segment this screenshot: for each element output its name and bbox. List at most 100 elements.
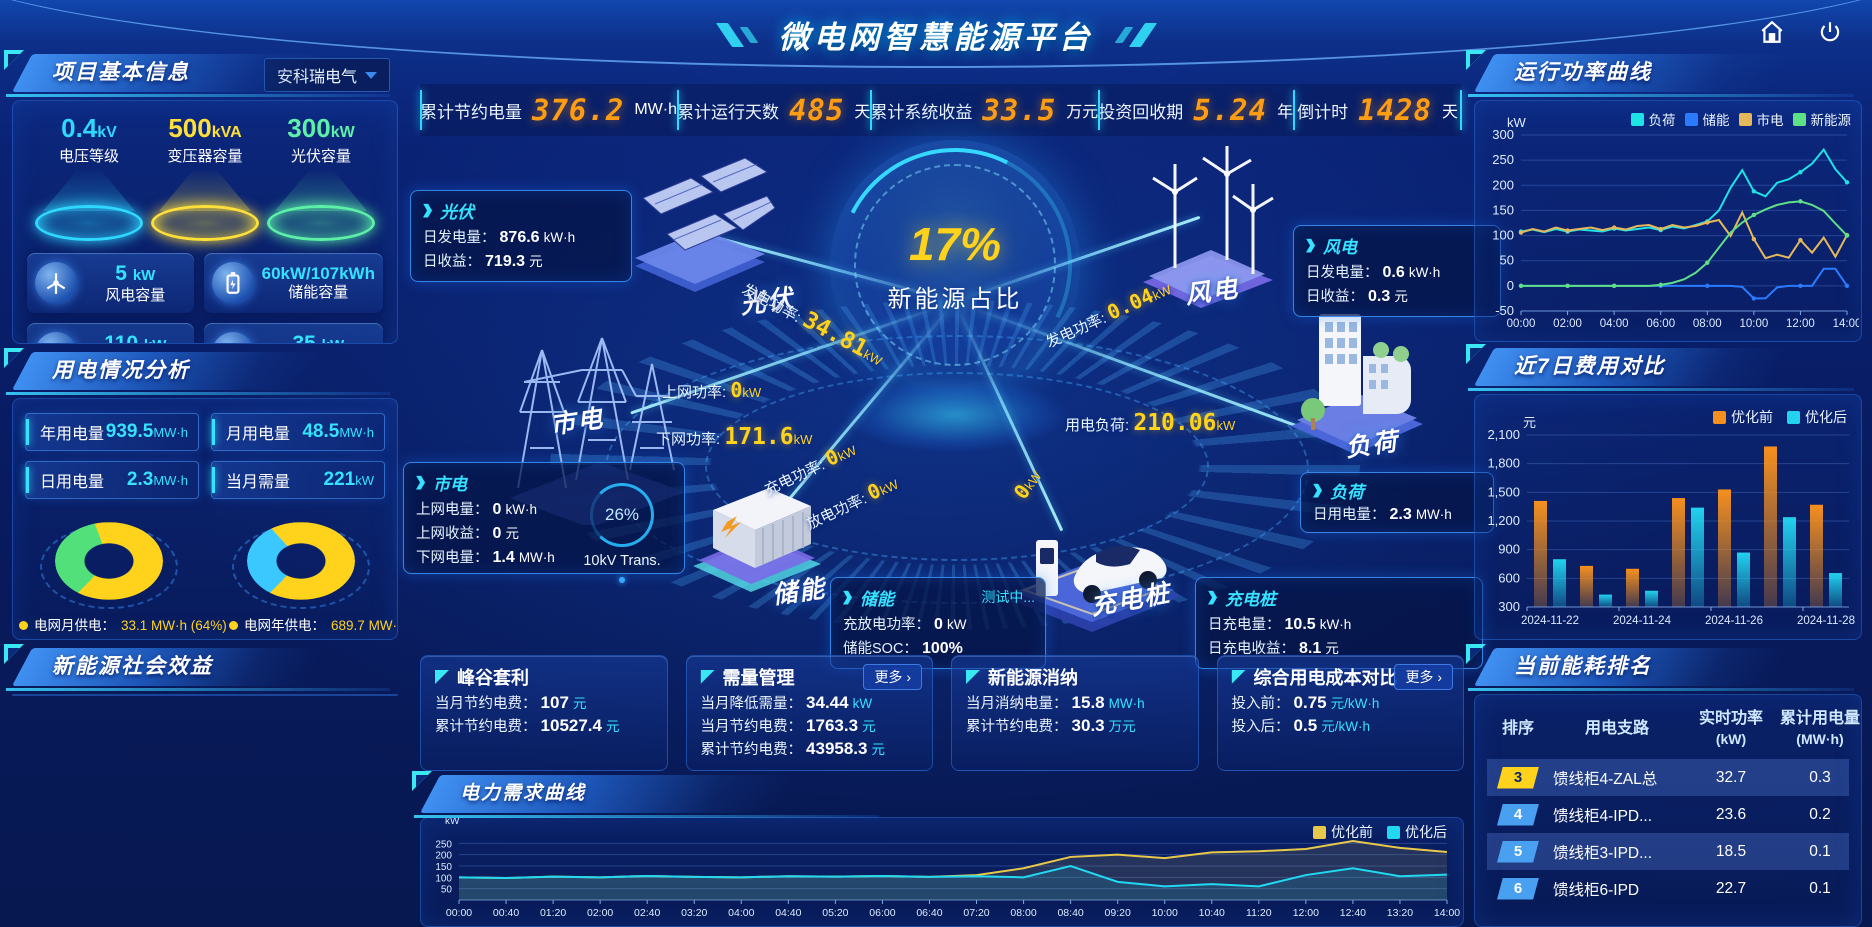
usage-stat-box: 日用电量 2.3MW·h	[25, 461, 199, 499]
legend-swatch-icon	[1313, 825, 1326, 839]
cost-chart: 300 600 900 1,200 1,500 1,800 2,100 元 2024-11-22…	[1475, 395, 1861, 639]
legend-item: 电网月供电： 33.1 MW·h (64%)	[19, 615, 229, 636]
corner-icon	[1466, 50, 1486, 70]
info-row: 日用电量： 2.3 MW·h	[1313, 506, 1452, 523]
svg-text:150: 150	[435, 862, 452, 873]
rank-badge: 4	[1497, 803, 1539, 826]
svg-text:00:40: 00:40	[493, 907, 519, 919]
svg-text:10:00: 10:00	[1739, 318, 1768, 330]
svg-text:250: 250	[435, 839, 452, 850]
svg-text:09:20: 09:20	[1105, 907, 1131, 919]
flow-label-feed_in: 上网功率: 0kW	[662, 378, 762, 402]
legend-item: 市电	[1738, 109, 1784, 129]
corner-icon	[966, 670, 980, 684]
panel-header-ranking: 当前能耗排名	[1466, 644, 1855, 691]
capacity-card-label: 储能容量	[288, 284, 349, 302]
capacity-podiums: 0.4kV 电压等级 500kVA 变压器容量 300kW 光伏容量	[13, 101, 397, 241]
svg-text:08:00: 08:00	[1693, 318, 1722, 330]
capacity-card-value: 35 kW	[292, 332, 344, 344]
svg-text:03:20: 03:20	[681, 907, 707, 919]
svg-text:10:40: 10:40	[1199, 907, 1225, 919]
svg-text:2024-11-26: 2024-11-26	[1705, 615, 1763, 627]
svg-text:0: 0	[1507, 278, 1514, 293]
podium-value: 500kVA	[168, 113, 242, 143]
usage-stat-box: 月用电量 48.5MW·h	[211, 413, 385, 451]
info-row: 充放电功率： 0 kW	[843, 616, 967, 633]
legend-value: 33.1 MW·h (64%)	[121, 618, 227, 633]
usage-donuts	[13, 509, 397, 613]
svg-text:250: 250	[1492, 152, 1514, 167]
pv-info-box: 光伏 日发电量： 876.6 kW·h 日收益： 719.3 元	[410, 190, 632, 282]
corner-icon	[4, 50, 24, 70]
more-button[interactable]: 更多 ›	[1394, 664, 1453, 690]
panel-demand-curve: 电力需求曲线 优化前 优化后 50 100 150 200 250 00:00 00:40 01…	[412, 771, 1464, 927]
capacity-card: 60kW/107kWh 储能容量	[203, 253, 383, 313]
svg-text:900: 900	[1498, 542, 1520, 557]
capacity-card-text: 5 kW 风电容量	[85, 261, 186, 304]
more-button[interactable]: 更多 ›	[863, 664, 922, 690]
capacity-card-text: 60kW/107kWh 储能容量	[262, 264, 375, 302]
power-icon[interactable]	[1814, 16, 1846, 48]
cost-legend: 优化前 优化后	[1713, 407, 1847, 427]
wind-turbines-icon	[1135, 140, 1275, 330]
podium-value: 0.4kV	[61, 113, 117, 143]
run-power-legend: 负荷 储能 市电 新能源	[1630, 109, 1851, 129]
panel-title: 用电情况分析	[52, 359, 190, 382]
svg-text:11:20: 11:20	[1246, 907, 1272, 919]
energy-value: 0.1	[1809, 842, 1831, 860]
rank-cell: 3	[1487, 766, 1549, 789]
charger-icon	[35, 332, 77, 343]
power-value: 23.6	[1715, 805, 1747, 823]
branch-name: 馈线柜4-ZAL总	[1553, 770, 1658, 788]
solar-panels-icon	[615, 157, 776, 303]
legend-item: 新能源月消纳： 19 MW·h (36%)	[19, 636, 229, 639]
svg-text:14:00: 14:00	[1833, 318, 1859, 330]
donut-legend: 电网年供电： 689.7 MW·h (69%) 新能源年消纳： 303.8 MW·h …	[229, 615, 397, 639]
svg-text:05:20: 05:20	[822, 907, 848, 919]
summary-card: 峰谷套利 当月节约电费： 107 元累计节约电费： 10527.4 元	[420, 655, 668, 771]
svg-text:300: 300	[1492, 127, 1514, 142]
summary-card-row: 累计节约电费： 10527.4 元	[435, 716, 620, 735]
chevron-right-icon	[1306, 238, 1315, 253]
ranking-header: 排序 用电支路 实时功率 (kW) 累计用电量 (MW·h)	[1487, 705, 1860, 759]
usage-stat-box: 年用电量 939.5MW·h	[25, 413, 199, 451]
svg-text:00:00: 00:00	[1507, 318, 1536, 330]
svg-text:08:40: 08:40	[1057, 907, 1083, 919]
kpi-label: 投资回收期	[1098, 102, 1184, 122]
chevron-right-icon	[1313, 483, 1322, 498]
summary-card-row: 累计节约电费： 43958.3 元	[700, 739, 886, 758]
legend-swatch-icon	[1387, 825, 1400, 839]
corner-icon	[1231, 670, 1246, 684]
kpi-value: 5.24	[1193, 93, 1268, 127]
usage-stat-label: 年用电量	[40, 426, 105, 443]
svg-text:元: 元	[1523, 415, 1536, 430]
power-value: 22.7	[1715, 879, 1747, 897]
svg-text:06:00: 06:00	[869, 907, 895, 919]
legend-item: 负荷	[1630, 109, 1676, 129]
svg-text:200: 200	[435, 851, 452, 862]
corner-icon	[435, 670, 449, 684]
kpi-value: 33.5	[982, 93, 1057, 127]
podium-light-cone-icon	[43, 169, 135, 211]
new-energy-share-label: 新能源占比	[887, 285, 1023, 313]
panel-title: 当前能耗排名	[1514, 655, 1652, 678]
legend-item: 优化后	[1787, 407, 1847, 427]
summary-card-row: 投入后： 0.5 元/kW·h	[1231, 716, 1370, 735]
wind-info-box: 风电 日发电量： 0.6 kW·h 日收益： 0.3 元	[1293, 225, 1501, 317]
panel-usage-analysis: 用电情况分析 年用电量 939.5MW·h 月用电量 48.5MW·h 日用电量 2.3M…	[4, 348, 398, 640]
legend-item: 储能	[1684, 109, 1730, 129]
charger-icon	[211, 332, 254, 343]
power-value: 18.5	[1715, 842, 1747, 860]
info-row: 日发电量： 876.6 kW·h	[423, 229, 576, 246]
home-icon[interactable]	[1756, 16, 1788, 48]
panel-title: 运行功率曲线	[1514, 61, 1652, 84]
panel-title: 近7日费用对比	[1514, 355, 1666, 378]
corner-icon	[1466, 344, 1486, 364]
legend-swatch-icon	[1630, 112, 1644, 126]
chevron-down-icon	[365, 71, 377, 79]
summary-card-title: 综合用电成本对比	[1231, 664, 1450, 690]
ranking-column-header: 用电支路	[1584, 720, 1649, 737]
energy-flow-scene: 17% 新能源占比	[400, 140, 1501, 669]
ev-charger-icon	[1000, 502, 1185, 642]
legend-swatch-icon	[1713, 410, 1726, 424]
